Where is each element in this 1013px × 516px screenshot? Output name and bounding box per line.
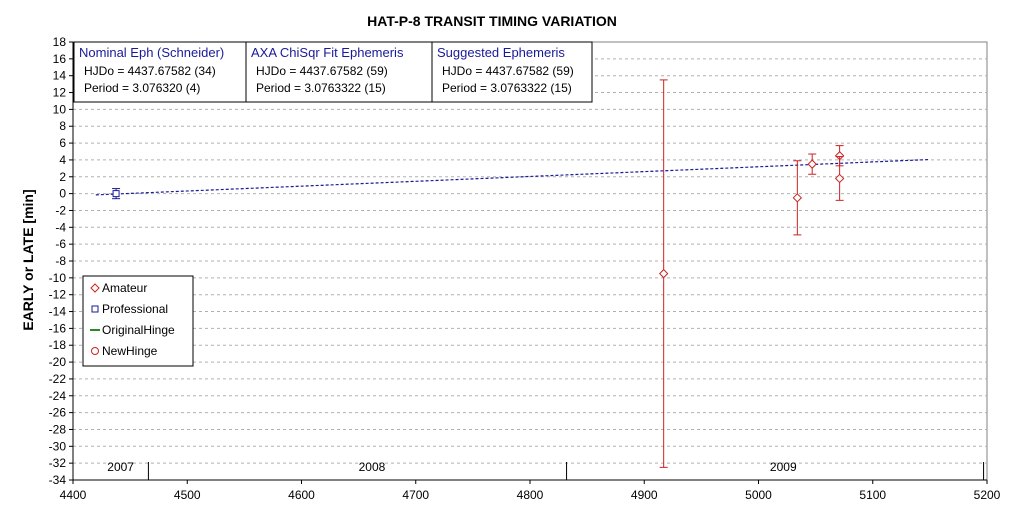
legend-label: OriginalHinge (102, 323, 175, 337)
y-tick-label: -32 (49, 456, 67, 470)
y-tick-label: -10 (49, 271, 67, 285)
plot-area: 18 16 14 12 10 8 6 4 2 0 -2 -4 -6 -8 -10 -12 -14 -16 -18 -2… (49, 35, 1001, 502)
year-label: 2009 (770, 460, 797, 474)
amateur-point (807, 159, 817, 169)
info-box-hjdo: HJDo = 4437.67582 (59) (442, 64, 574, 78)
x-tick-label: 4700 (402, 488, 429, 502)
y-tick-label: 4 (59, 153, 66, 167)
y-tick-label: -34 (49, 473, 67, 487)
x-tick-label: 5100 (859, 488, 886, 502)
info-box-period: Period = 3.0763322 (15) (256, 81, 386, 95)
y-tick-label: 0 (59, 187, 66, 201)
y-tick-label: -4 (55, 220, 66, 234)
y-tick-label: -26 (49, 406, 67, 420)
y-tick-label: 2 (59, 170, 66, 184)
y-tick-label: 18 (53, 35, 67, 49)
x-tick-label: 4900 (631, 488, 658, 502)
y-tick-label: 6 (59, 136, 66, 150)
info-box-heading: Nominal Eph (Schneider) (79, 45, 224, 60)
amateur-point (792, 193, 803, 203)
info-box (245, 41, 433, 103)
x-tick-label: 5000 (745, 488, 772, 502)
y-tick-label: -2 (55, 203, 66, 217)
y-tick-label: 12 (53, 86, 67, 100)
legend-marker (90, 283, 100, 293)
y-tick-label: -16 (49, 321, 67, 335)
y-tick-label: -14 (49, 305, 67, 319)
legend-label: Professional (102, 302, 168, 316)
info-box-period: Period = 3.076320 (4) (84, 81, 200, 95)
y-tick-label: 14 (53, 69, 67, 83)
y-axis-label: EARLY or LATE [min] (20, 189, 36, 330)
y-tick-label: -18 (49, 338, 67, 352)
legend-label: NewHinge (102, 344, 158, 358)
legend-marker (91, 305, 99, 313)
amateur-point (658, 268, 669, 279)
y-tick-label: -20 (49, 355, 67, 369)
info-box-heading: AXA ChiSqr Fit Ephemeris (251, 45, 404, 60)
y-tick-label: 10 (53, 102, 67, 116)
professional-point (112, 190, 120, 198)
legend-marker (91, 347, 99, 355)
x-tick-label: 4400 (60, 488, 87, 502)
y-tick-label: -6 (55, 237, 66, 251)
legend-label: Amateur (102, 281, 147, 295)
x-tick-label: 4600 (288, 488, 315, 502)
amateur-point (834, 173, 845, 184)
year-label: 2007 (107, 460, 134, 474)
x-tick-label: 4500 (174, 488, 201, 502)
info-box-hjdo: HJDo = 4437.67582 (34) (84, 64, 216, 78)
info-box-heading: Suggested Ephemeris (437, 45, 565, 60)
fit-line (95, 158, 930, 196)
y-tick-label: 8 (59, 119, 66, 133)
x-tick-label: 4800 (517, 488, 544, 502)
legend-box (82, 275, 194, 367)
y-tick-label: -22 (49, 372, 67, 386)
y-tick-label: -8 (55, 254, 66, 268)
info-box-period: Period = 3.0763322 (15) (442, 81, 572, 95)
x-tick-label: 5200 (974, 488, 1001, 502)
info-box (73, 41, 247, 103)
year-label: 2008 (359, 460, 386, 474)
info-box (431, 41, 593, 103)
y-tick-label: -28 (49, 422, 67, 436)
y-tick-label: 16 (53, 52, 67, 66)
chart-title: HAT-P-8 TRANSIT TIMING VARIATION (367, 13, 617, 29)
y-tick-label: -30 (49, 439, 67, 453)
y-tick-label: -24 (49, 389, 67, 403)
info-box-hjdo: HJDo = 4437.67582 (59) (256, 64, 388, 78)
y-tick-label: -12 (49, 288, 67, 302)
